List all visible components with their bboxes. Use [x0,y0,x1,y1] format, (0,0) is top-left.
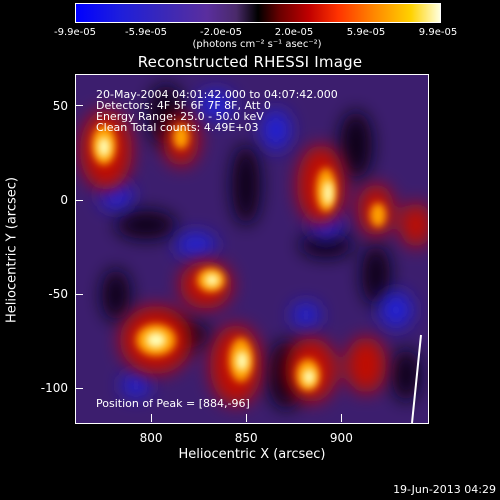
y-tick-label: -50 [48,287,68,302]
y-tick-mark [75,199,83,201]
x-tick-mark [245,414,247,422]
solar-limb-line [411,334,422,423]
peak-position-text: Position of Peak = [884,-96] [96,397,250,410]
colorbar-tick-label: 5.9e-05 [346,27,386,38]
detectors-text: Detectors: 4F 5F 6F 7F 8F, Att 0 [96,99,271,112]
image-map [76,75,428,423]
colorbar-tick-label: 2.0e-05 [274,27,314,38]
y-tick-mark [75,105,83,107]
x-tick-mark [340,414,342,422]
energy-range-text: Energy Range: 25.0 - 50.0 keV [96,110,264,123]
x-tick-mark [150,414,152,422]
plot-title: Reconstructed RHESSI Image [137,53,363,71]
y-tick-label: -100 [40,381,68,396]
y-tick-label: 50 [52,98,68,113]
colorbar [75,3,441,23]
x-axis-label: Heliocentric X (arcsec) [178,447,326,462]
time-range-text: 20-May-2004 04:01:42.000 to 04:07:42.000 [96,88,338,101]
solar-image-panel: 20-May-2004 04:01:42.000 to 04:07:42.000… [75,74,429,424]
y-tick-mark [75,293,83,295]
colorbar-tick-label: -5.9e-05 [125,27,167,38]
timestamp: 19-Jun-2013 04:29 [393,483,496,496]
colorbar-tick-label: 9.9e-05 [418,27,458,38]
colorbar-unit-label: (photons cm⁻² s⁻¹ asec⁻²) [192,39,322,50]
y-tick-label: 0 [60,193,68,208]
clean-counts-text: Clean Total counts: 4.49E+03 [96,121,259,134]
x-tick-label: 800 [139,431,163,445]
x-tick-label: 850 [234,431,258,445]
colorbar-tick-label: -2.0e-05 [200,27,242,38]
y-tick-mark [75,387,83,389]
x-tick-label: 900 [329,431,353,445]
y-axis-label: Heliocentric Y (arcsec) [4,177,20,323]
colorbar-tick-label: -9.9e-05 [54,27,96,38]
